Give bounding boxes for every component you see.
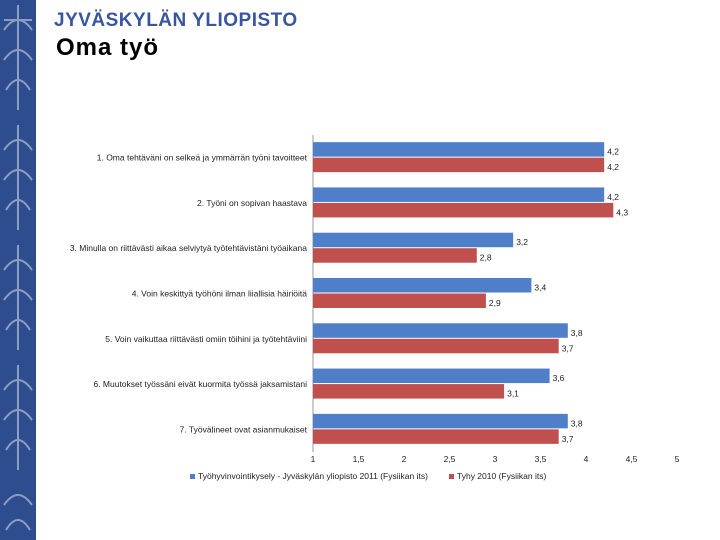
data-label: 3,1 bbox=[507, 389, 519, 399]
legend-label-2010: Tyhy 2010 (Fysiikan its) bbox=[457, 471, 546, 481]
data-label: 3,7 bbox=[562, 434, 574, 444]
page-title: Oma työ bbox=[56, 34, 160, 61]
category-label: 4. Voin keskittyä työhöni ilman liiallis… bbox=[132, 289, 308, 299]
data-label: 3,2 bbox=[516, 237, 528, 247]
data-label: 3,7 bbox=[562, 343, 574, 353]
bar-2011 bbox=[313, 187, 605, 202]
bar-2010 bbox=[313, 384, 505, 399]
bar-2011 bbox=[313, 413, 568, 429]
data-label: 4,2 bbox=[607, 162, 619, 172]
category-label: 1. Oma tehtäväni on selkeä ja ymmärrän t… bbox=[97, 153, 308, 163]
x-tick-label: 3 bbox=[493, 454, 498, 464]
bar-2011 bbox=[313, 323, 568, 338]
x-tick-label: 1,5 bbox=[353, 454, 365, 464]
data-label: 4,2 bbox=[607, 192, 619, 202]
data-label: 3,8 bbox=[571, 328, 583, 338]
data-label: 3,8 bbox=[571, 418, 583, 428]
x-tick-label: 2,5 bbox=[444, 454, 456, 464]
bar-2010 bbox=[313, 248, 477, 263]
data-label: 4,3 bbox=[616, 207, 628, 217]
data-label: 2,8 bbox=[480, 253, 492, 263]
bar-2010 bbox=[313, 429, 559, 444]
data-label: 2,9 bbox=[489, 298, 501, 308]
legend-label-2011: Työhyvinvointikysely - Jyväskylän yliopi… bbox=[198, 471, 428, 481]
bar-2010 bbox=[313, 157, 605, 173]
category-label: 2. Työni on sopivan haastava bbox=[197, 198, 307, 208]
x-tick-label: 2 bbox=[402, 454, 407, 464]
legend-swatch-2011 bbox=[190, 474, 195, 479]
bar-2011 bbox=[313, 278, 532, 293]
bar-2010 bbox=[313, 338, 559, 354]
bar-2010 bbox=[313, 202, 614, 218]
category-label: 7. Työvälineet ovat asianmukaiset bbox=[180, 424, 308, 434]
x-tick-label: 1 bbox=[311, 454, 316, 464]
category-label: 6. Muutokset työssäni eivät kuormita työ… bbox=[93, 379, 307, 389]
category-label: 5. Voin vaikuttaa riittävästi omiin töih… bbox=[105, 334, 307, 344]
bar-2011 bbox=[313, 368, 550, 384]
bar-2011 bbox=[313, 142, 605, 157]
university-name: JYVÄSKYLÄN YLIOPISTO bbox=[54, 10, 298, 31]
data-label: 4,2 bbox=[607, 147, 619, 157]
sidebar-band bbox=[0, 0, 36, 540]
bar-2010 bbox=[313, 293, 486, 308]
data-label: 3,4 bbox=[534, 283, 546, 293]
category-label: 3. Minulla on riittävästi aikaa selviyty… bbox=[70, 243, 307, 253]
legend-swatch-2010 bbox=[449, 474, 454, 479]
bar-2011 bbox=[313, 232, 514, 248]
x-tick-label: 4,5 bbox=[626, 454, 638, 464]
university-emblem-icon bbox=[3, 5, 33, 531]
data-label: 3,6 bbox=[553, 373, 565, 383]
x-tick-label: 3,5 bbox=[535, 454, 547, 464]
x-tick-label: 4 bbox=[584, 454, 589, 464]
x-tick-label: 5 bbox=[675, 454, 680, 464]
